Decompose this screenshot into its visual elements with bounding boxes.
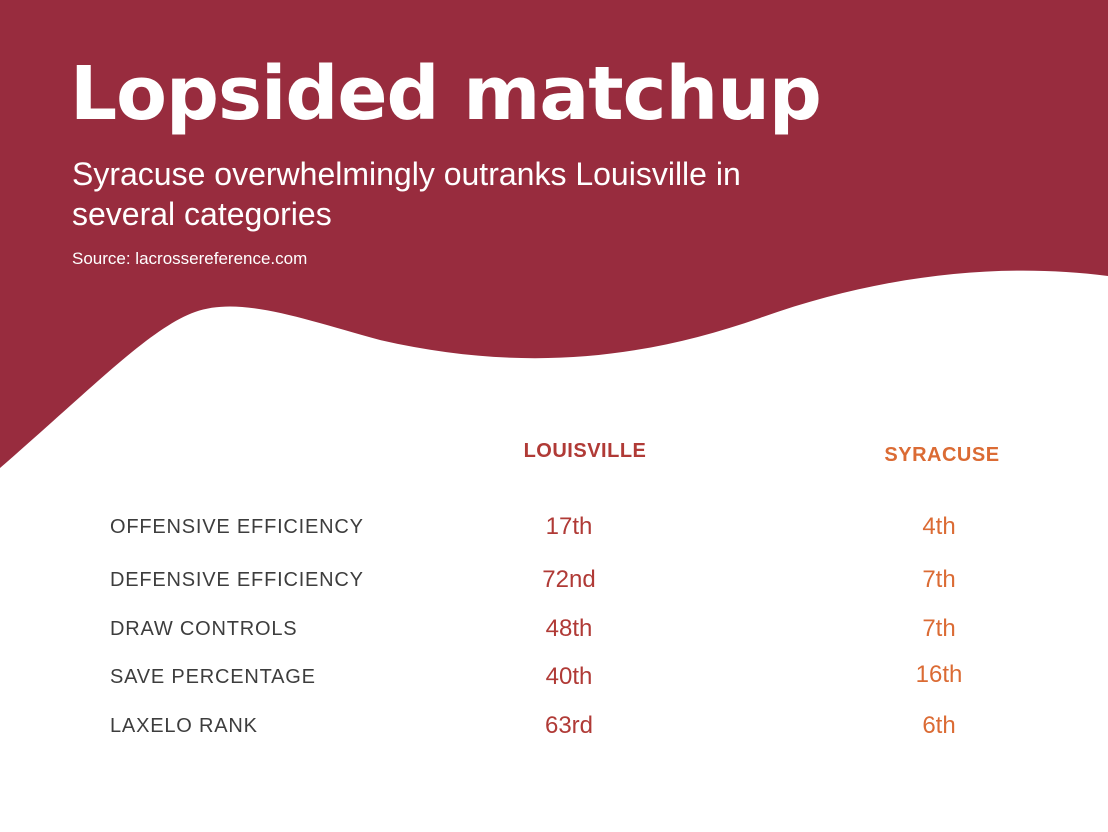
row-label: DEFENSIVE EFFICIENCY <box>110 569 364 591</box>
syracuse-value: 7th <box>922 566 956 593</box>
syracuse-value: 7th <box>922 615 956 642</box>
table-row-offensive-efficiency: OFFENSIVE EFFICIENCY 17th 4th <box>0 512 1108 542</box>
row-label: SAVE PERCENTAGE <box>110 666 316 688</box>
table-row-save-percentage: SAVE PERCENTAGE 40th 16th <box>0 661 1108 692</box>
louisville-value: 48th <box>545 615 593 642</box>
page-subtitle: Syracuse overwhelmingly outranks Louisvi… <box>72 156 741 232</box>
row-label: OFFENSIVE EFFICIENCY <box>110 516 364 538</box>
louisville-value: 40th <box>545 663 593 690</box>
syracuse-value: 6th <box>922 712 956 739</box>
louisville-value: 17th <box>545 513 593 540</box>
table-row-defensive-efficiency: DEFENSIVE EFFICIENCY 72nd 7th <box>0 565 1108 595</box>
louisville-value: 63rd <box>544 712 594 739</box>
louisville-value: 72nd <box>542 566 596 593</box>
row-label: DRAW CONTROLS <box>110 618 298 640</box>
source-note: Source: lacrossereference.com <box>72 249 308 268</box>
table-row-draw-controls: DRAW CONTROLS 48th 7th <box>0 614 1108 644</box>
header-banner-wave <box>0 0 1108 468</box>
table-row-laxelo-rank: LAXELO RANK 63rd 6th <box>0 711 1108 741</box>
syracuse-value: 4th <box>922 513 956 540</box>
syracuse-value: 16th <box>915 661 963 688</box>
column-header-louisville: LOUISVILLE <box>523 440 647 462</box>
banner-shape <box>0 0 1108 468</box>
row-label: LAXELO RANK <box>110 715 258 737</box>
column-header-syracuse: SYRACUSE <box>884 444 1000 466</box>
page-title: Lopsided matchup <box>70 51 822 137</box>
